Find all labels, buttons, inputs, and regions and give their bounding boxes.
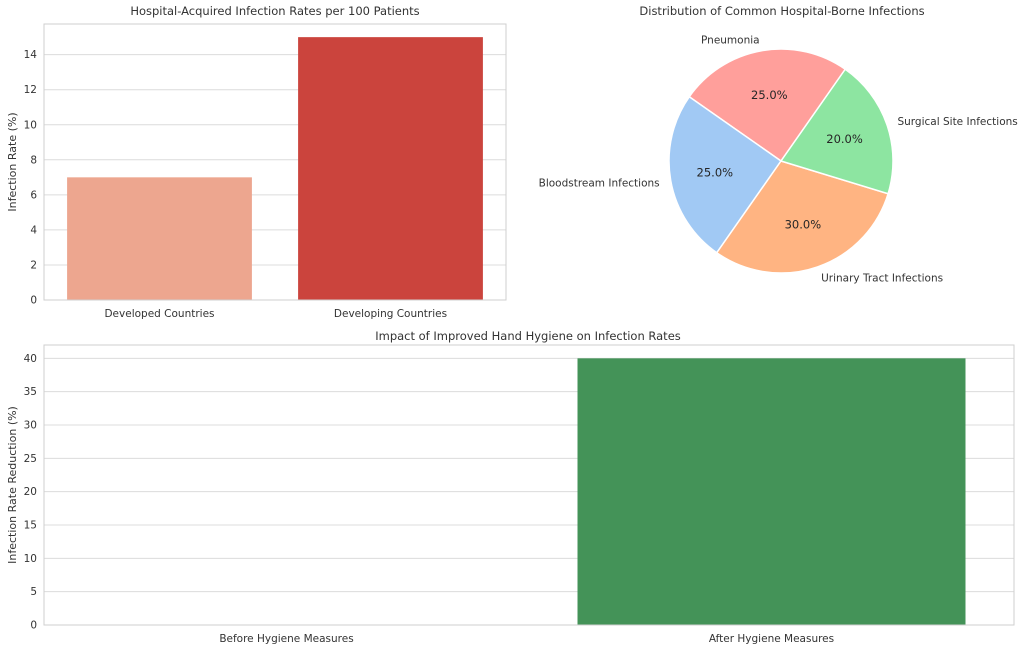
pie-slice-bloodstream-infections <box>668 95 783 254</box>
infection-rates-bar-chart: Hospital-Acquired Infection Rates per 10… <box>6 4 507 320</box>
chart1-y-ticks: 0 2 4 6 8 10 12 14 <box>24 49 38 306</box>
bar-after-hygiene-measures <box>577 358 966 625</box>
infection-distribution-pie-chart: Distribution of Common Hospital-Borne In… <box>539 4 1018 284</box>
pie-percentage: 25.0% <box>697 166 734 180</box>
chart3-bars <box>577 358 966 625</box>
y-tick-label: 0 <box>30 620 37 632</box>
y-tick-label: 2 <box>30 259 37 271</box>
chart3-x-ticks: Before Hygiene Measures After Hygiene Mea… <box>219 633 834 645</box>
y-tick-label: 8 <box>30 154 37 166</box>
x-tick-label: Developed Countries <box>104 308 214 320</box>
y-tick-label: 0 <box>30 295 37 307</box>
pie-percentage: 25.0% <box>751 88 788 102</box>
pie-slice-pneumonia <box>688 48 847 163</box>
x-tick-label: Developing Countries <box>334 308 447 320</box>
pie-slice-surgical-site-infections <box>779 68 894 195</box>
chart2-title: Distribution of Common Hospital-Borne In… <box>639 4 924 18</box>
chart3-y-axis-label: Infection Rate Reduction (%) <box>6 406 19 564</box>
y-tick-label: 10 <box>24 553 37 565</box>
y-tick-label: 35 <box>24 386 37 398</box>
pie-slice-urinary-tract-infections <box>715 160 890 274</box>
chart1-title: Hospital-Acquired Infection Rates per 10… <box>130 4 419 18</box>
hand-hygiene-bar-chart: Impact of Improved Hand Hygiene on Infec… <box>6 329 1015 645</box>
chart3-title: Impact of Improved Hand Hygiene on Infec… <box>375 329 681 343</box>
pie-label: Surgical Site Infections <box>897 116 1017 128</box>
y-tick-label: 30 <box>24 420 37 432</box>
pie-label: Urinary Tract Infections <box>821 272 943 284</box>
chart2-slice-labels: Pneumonia Bloodstream Infections Urinary T… <box>539 35 1018 285</box>
y-tick-label: 40 <box>24 353 37 365</box>
y-tick-label: 15 <box>24 520 37 532</box>
chart3-y-ticks: 0 5 10 15 20 25 30 35 40 <box>24 353 37 632</box>
chart2-percentage-labels: 25.0% 25.0% 30.0% 20.0% <box>697 88 863 232</box>
chart1-y-axis-label: Infection Rate (%) <box>6 112 19 211</box>
chart1-bars <box>67 37 483 301</box>
y-tick-label: 14 <box>24 49 38 61</box>
y-tick-label: 10 <box>24 119 37 131</box>
y-tick-label: 20 <box>24 486 37 498</box>
chart1-x-ticks: Developed Countries Developing Countries <box>104 308 447 320</box>
y-tick-label: 12 <box>24 84 37 96</box>
pie-label: Bloodstream Infections <box>539 177 660 189</box>
bar-developing-countries <box>298 37 483 301</box>
x-tick-label: Before Hygiene Measures <box>219 633 353 645</box>
chart1-frame <box>43 23 507 301</box>
pie-percentage: 30.0% <box>785 218 822 232</box>
bar-developed-countries <box>67 177 252 300</box>
y-tick-label: 25 <box>24 453 37 465</box>
x-tick-label: After Hygiene Measures <box>709 633 834 645</box>
y-tick-label: 5 <box>30 586 37 598</box>
pie-percentage: 20.0% <box>826 132 863 146</box>
chart2-slices <box>668 48 894 274</box>
y-tick-label: 6 <box>30 189 37 201</box>
chart3-frame <box>43 344 1015 626</box>
pie-label: Pneumonia <box>701 35 760 47</box>
y-tick-label: 4 <box>30 224 37 236</box>
